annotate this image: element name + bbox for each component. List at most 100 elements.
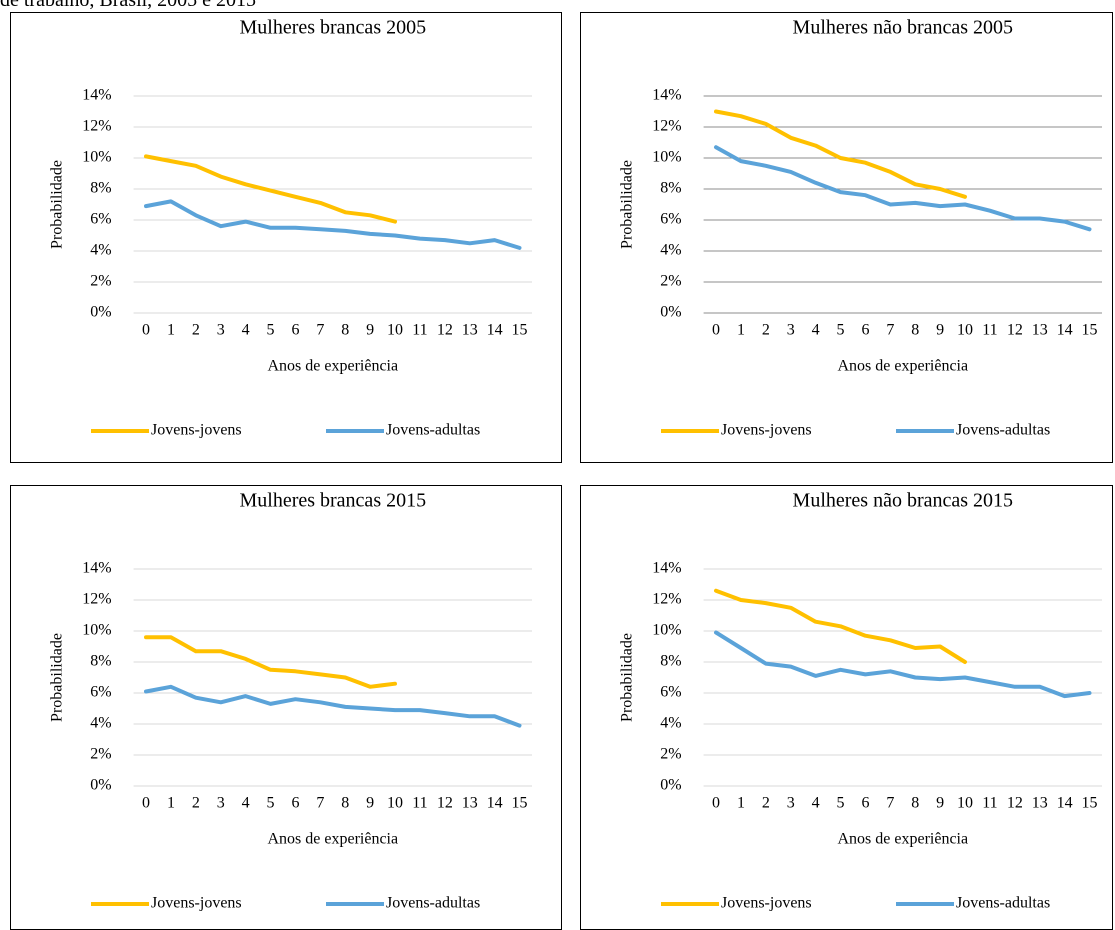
legend-label: Jovens-adultas [386, 895, 480, 912]
x-tick-label: 3 [217, 322, 225, 339]
x-tick-label: 0 [712, 795, 720, 812]
chart-title: Mulheres não brancas 2005 [793, 17, 1014, 39]
y-tick-label: 8% [660, 180, 681, 197]
x-tick-label: 3 [787, 322, 795, 339]
legend-label: Jovens-jovens [721, 895, 812, 912]
x-tick-label: 9 [936, 322, 944, 339]
y-tick-label: 14% [652, 560, 681, 577]
chart-panel: Mulheres brancas 2005 0% 2% 4% 6% 8% 10% 12% 14%… [10, 12, 562, 463]
x-tick-label: 2 [192, 795, 200, 812]
x-tick-label: 14 [1057, 795, 1073, 812]
y-tick-label: 0% [90, 777, 111, 794]
x-tick-label: 14 [487, 322, 503, 339]
y-tick-label: 12% [652, 118, 681, 135]
legend-label: Jovens-jovens [721, 422, 812, 439]
x-tick-label: 7 [886, 322, 894, 339]
x-tick-label: 8 [341, 322, 349, 339]
x-tick-label: 2 [192, 322, 200, 339]
y-tick-label: 4% [90, 715, 111, 732]
y-tick-label: 10% [652, 622, 681, 639]
x-tick-label: 10 [957, 322, 973, 339]
x-tick-label: 0 [142, 322, 150, 339]
x-tick-label: 13 [1032, 322, 1048, 339]
x-tick-label: 15 [1082, 322, 1098, 339]
line-series [714, 588, 967, 664]
x-tick-label: 13 [1032, 795, 1048, 812]
x-tick-label: 11 [982, 795, 997, 812]
y-tick-label: 4% [660, 242, 681, 259]
x-tick-label: 12 [1007, 322, 1023, 339]
x-tick-label: 5 [267, 795, 275, 812]
chart-title: Mulheres brancas 2015 [239, 490, 426, 512]
x-tick-label: 5 [267, 322, 275, 339]
x-axis-label: Anos de experiência [837, 358, 968, 375]
x-tick-label: 8 [341, 795, 349, 812]
x-tick-label: 10 [387, 322, 403, 339]
line-series [144, 154, 397, 224]
x-tick-label: 1 [167, 322, 175, 339]
x-tick-label: 2 [762, 322, 770, 339]
y-tick-label: 14% [652, 87, 681, 104]
y-tick-label: 0% [90, 304, 111, 321]
x-tick-label: 13 [462, 795, 478, 812]
x-tick-label: 9 [936, 795, 944, 812]
x-tick-label: 7 [316, 322, 324, 339]
line-series [144, 684, 522, 728]
legend-label: Jovens-adultas [956, 422, 1050, 439]
line-series [144, 199, 522, 250]
legend-label: Jovens-adultas [386, 422, 480, 439]
x-tick-label: 15 [1082, 795, 1098, 812]
y-tick-label: 0% [660, 777, 681, 794]
y-tick-label: 6% [90, 211, 111, 228]
x-tick-label: 7 [886, 795, 894, 812]
x-tick-label: 7 [316, 795, 324, 812]
x-tick-label: 4 [242, 322, 250, 339]
x-tick-label: 8 [911, 795, 919, 812]
x-tick-label: 5 [837, 322, 845, 339]
x-tick-label: 15 [512, 795, 528, 812]
x-tick-label: 9 [366, 322, 374, 339]
x-tick-label: 10 [387, 795, 403, 812]
x-tick-label: 11 [412, 795, 427, 812]
x-axis-label: Anos de experiência [837, 831, 968, 848]
y-tick-label: 2% [90, 273, 111, 290]
x-tick-label: 1 [737, 795, 745, 812]
x-tick-label: 3 [217, 795, 225, 812]
x-tick-label: 6 [861, 795, 869, 812]
x-tick-label: 14 [1057, 322, 1073, 339]
y-tick-label: 10% [652, 149, 681, 166]
chart-title: Mulheres não brancas 2015 [793, 490, 1014, 512]
x-tick-label: 12 [437, 322, 453, 339]
y-tick-label: 10% [82, 149, 111, 166]
x-tick-label: 5 [837, 795, 845, 812]
x-tick-label: 6 [291, 795, 299, 812]
y-tick-label: 14% [82, 87, 111, 104]
y-tick-label: 2% [660, 746, 681, 763]
y-tick-label: 4% [90, 242, 111, 259]
line-series [144, 635, 397, 689]
x-tick-label: 15 [512, 322, 528, 339]
chart-panel: Mulheres brancas 2015 0% 2% 4% 6% 8% 10% 12% 14%… [10, 485, 562, 930]
x-tick-label: 0 [712, 322, 720, 339]
caption: de trabalho, Brasil, 2005 e 2015 [0, 0, 257, 11]
y-tick-label: 8% [90, 653, 111, 670]
legend-label: Jovens-jovens [151, 422, 242, 439]
x-tick-label: 8 [911, 322, 919, 339]
legend-label: Jovens-jovens [151, 895, 242, 912]
y-tick-label: 4% [660, 715, 681, 732]
x-tick-label: 12 [1007, 795, 1023, 812]
x-tick-label: 13 [462, 322, 478, 339]
x-tick-label: 14 [487, 795, 503, 812]
x-axis-label: Anos de experiência [267, 831, 398, 848]
x-tick-label: 1 [167, 795, 175, 812]
y-axis-label: Probabilidade [49, 633, 66, 722]
x-tick-label: 9 [366, 795, 374, 812]
legend-label: Jovens-adultas [956, 895, 1050, 912]
y-axis-label: Probabilidade [49, 160, 66, 249]
x-tick-label: 2 [762, 795, 770, 812]
x-tick-label: 6 [861, 322, 869, 339]
y-tick-label: 6% [660, 684, 681, 701]
x-tick-label: 12 [437, 795, 453, 812]
y-axis-label: Probabilidade [619, 633, 636, 722]
